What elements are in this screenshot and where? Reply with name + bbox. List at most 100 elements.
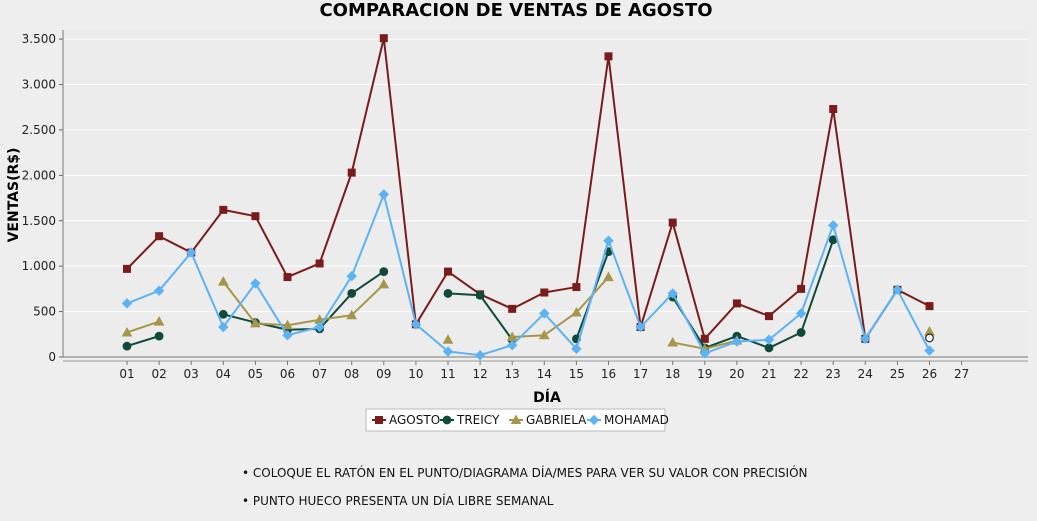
data-point-agosto[interactable] — [572, 283, 581, 292]
x-tick-label: 07 — [312, 367, 327, 381]
data-point-mohamad[interactable] — [153, 285, 165, 296]
data-point-gabriela[interactable] — [571, 306, 582, 317]
data-point-mohamad[interactable] — [571, 343, 582, 355]
x-tick-label: 06 — [280, 367, 295, 381]
data-point-mohamad[interactable] — [924, 345, 935, 356]
x-tick-label: 14 — [537, 367, 552, 381]
data-point-mohamad[interactable] — [795, 308, 807, 319]
data-point-mohamad[interactable] — [763, 334, 775, 345]
data-point-treicy[interactable] — [379, 267, 389, 277]
data-point-agosto[interactable] — [765, 312, 773, 321]
data-point-treicy[interactable] — [764, 343, 774, 353]
data-point-agosto[interactable] — [668, 218, 677, 227]
data-point-mohamad[interactable] — [121, 298, 133, 309]
data-point-mohamad[interactable] — [378, 189, 390, 200]
data-point-mohamad[interactable] — [827, 220, 839, 231]
data-point-mohamad[interactable] — [442, 346, 454, 357]
chart-title: COMPARACION DE VENTAS DE AGOSTO — [319, 0, 712, 21]
data-point-mohamad[interactable] — [185, 247, 197, 258]
x-tick-label: 11 — [440, 367, 455, 381]
legend-marker-mohamad[interactable] — [588, 414, 600, 426]
data-point-gabriela[interactable] — [667, 336, 679, 347]
data-point-mohamad[interactable] — [314, 321, 325, 333]
data-point-mohamad[interactable] — [506, 339, 518, 351]
data-point-gabriela[interactable] — [282, 319, 293, 330]
data-point-gabriela[interactable] — [346, 309, 358, 320]
data-point-agosto[interactable] — [444, 267, 452, 276]
data-point-agosto[interactable] — [829, 105, 838, 114]
data-point-agosto[interactable] — [379, 34, 388, 43]
data-point-mohamad[interactable] — [539, 308, 550, 319]
legend-marker-agosto[interactable] — [375, 416, 383, 424]
data-point-gabriela[interactable] — [603, 271, 614, 282]
y-tick-label: 2.000 — [22, 168, 56, 182]
x-tick-label: 10 — [408, 367, 423, 381]
x-tick-label: 03 — [184, 367, 199, 381]
legend-marker-gabriela[interactable] — [510, 414, 522, 424]
data-point-gabriela[interactable] — [217, 276, 229, 286]
data-point-mohamad[interactable] — [410, 319, 422, 330]
data-point-agosto[interactable] — [732, 299, 741, 308]
axes: 0 500 1.000 1.500 2.000 2.500 3.000 3.500 01 02 03… — [22, 30, 1028, 381]
legend-label-agosto: AGOSTO — [389, 413, 440, 427]
x-tick-label: 18 — [665, 367, 680, 381]
data-point-mohamad[interactable] — [731, 336, 743, 347]
data-point-agosto[interactable] — [155, 232, 164, 241]
legend-item-treicy[interactable]: TREICY — [440, 413, 500, 427]
series-line-gabriela — [126, 320, 160, 334]
legend-label-gabriela: GABRIELA — [526, 413, 587, 427]
data-point-treicy[interactable] — [796, 328, 806, 337]
data-point-gabriela[interactable] — [442, 334, 454, 344]
data-point-treicy[interactable] — [347, 289, 357, 298]
y-axis-label: VENTAS(R$) — [6, 148, 22, 243]
data-point-agosto[interactable] — [925, 302, 934, 311]
data-point-agosto[interactable] — [315, 259, 324, 268]
data-point-agosto[interactable] — [508, 304, 517, 313]
data-point-agosto[interactable] — [123, 264, 131, 273]
data-point-mohamad[interactable] — [474, 349, 486, 361]
data-point-mohamad[interactable] — [603, 235, 614, 246]
legend-item-gabriela[interactable]: GABRIELA — [509, 413, 587, 427]
notes-block: • COLOQUE EL RATÓN EN EL PUNTO/DIAGRAMA … — [242, 465, 808, 521]
data-point-mohamad[interactable] — [282, 329, 293, 341]
x-axis-label: DÍA — [533, 389, 561, 406]
data-point-agosto[interactable] — [347, 168, 356, 177]
data-point-mohamad[interactable] — [218, 321, 229, 333]
legend-item-agosto[interactable]: AGOSTO — [372, 413, 440, 427]
data-point-mohamad[interactable] — [635, 321, 646, 333]
data-point-agosto[interactable] — [604, 52, 613, 61]
series-line-treicy — [223, 270, 385, 331]
data-point-agosto[interactable] — [797, 284, 806, 293]
data-point-agosto[interactable] — [700, 334, 709, 343]
data-point-agosto[interactable] — [540, 288, 549, 297]
x-tick-label: 12 — [472, 367, 487, 381]
data-point-treicy[interactable] — [443, 289, 453, 298]
data-point-treicy[interactable] — [154, 331, 164, 341]
series-line-treicy — [126, 335, 160, 348]
grid-lines — [63, 30, 1028, 357]
data-point-gabriela[interactable] — [250, 317, 261, 328]
data-point-mohamad[interactable] — [667, 288, 678, 299]
note-hollow-point: • PUNTO HUECO PRESENTA UN DÍA LIBRE SEMA… — [242, 494, 554, 508]
data-point-gabriela[interactable] — [153, 316, 165, 326]
x-tick-label: 26 — [922, 367, 937, 381]
data-point-treicy[interactable] — [475, 290, 485, 300]
data-point-mohamad[interactable] — [250, 278, 261, 289]
data-point-mohamad[interactable] — [346, 270, 357, 282]
data-point-mohamad[interactable] — [892, 284, 903, 295]
legend-marker-treicy[interactable] — [442, 415, 452, 425]
data-point-treicy[interactable] — [122, 341, 132, 351]
data-point-gabriela[interactable] — [121, 326, 133, 337]
data-point-treicy[interactable] — [218, 309, 228, 319]
data-point-agosto[interactable] — [251, 212, 260, 221]
x-tick-label: 21 — [761, 367, 776, 381]
data-point-mohamad[interactable] — [699, 348, 711, 359]
legend-item-mohamad[interactable]: MOHAMAD — [587, 413, 669, 427]
hollow-point[interactable] — [925, 333, 934, 343]
data-point-gabriela[interactable] — [538, 329, 550, 340]
data-point-agosto[interactable] — [283, 273, 292, 282]
data-point-agosto[interactable] — [219, 205, 228, 214]
data-point-gabriela[interactable] — [378, 278, 390, 289]
data-point-mohamad[interactable] — [860, 333, 871, 345]
series-line-mohamad — [126, 193, 931, 357]
